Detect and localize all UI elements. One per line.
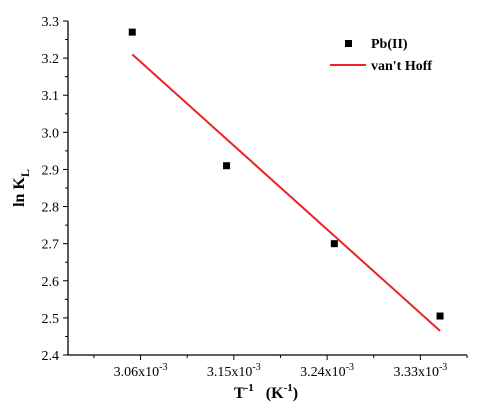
y-tick-label-3: 2.7 [42,238,60,253]
y-tick-label-8: 3.2 [42,52,60,67]
y-tick-label-9: 3.3 [42,15,60,30]
x-tick-label-1: 3.15x10-3 [207,362,261,380]
y-tick-label-6: 3.0 [42,126,60,141]
pb-data-point-2 [330,240,338,248]
y-tick-label-5: 2.9 [42,163,60,178]
pb-data-point-0 [128,28,136,36]
y-axis-label: ln KL [11,169,32,207]
vanthoff-fit-line [131,53,441,332]
x-tick-label-2: 3.24x10-3 [300,362,354,380]
legend-label-pb: Pb(II) [371,37,408,52]
legend: Pb(II) van't Hoff [330,37,432,74]
legend-label-vanthoff: van't Hoff [371,59,432,74]
y-tick-label-4: 2.8 [42,201,60,216]
y-tick-label-2: 2.6 [42,275,60,290]
x-tick-label-0: 3.06x10-3 [114,362,168,380]
axis-ticks: 2.4 2.5 2.6 2.7 2.8 2.9 3.0 3.1 3.2 3.3 3.06x10-3 3… [42,15,468,380]
x-tick-label-3: 3.33x10-3 [393,362,447,380]
y-tick-label-7: 3.1 [42,89,60,104]
y-tick-label-0: 2.4 [42,349,60,364]
legend-marker-pb [345,40,352,47]
data-marks [128,28,444,332]
y-tick-label-1: 2.5 [42,312,60,327]
pb-data-point-1 [223,162,231,170]
x-axis-label: T-1 (K-1) [234,382,298,402]
pb-data-point-3 [436,312,444,320]
